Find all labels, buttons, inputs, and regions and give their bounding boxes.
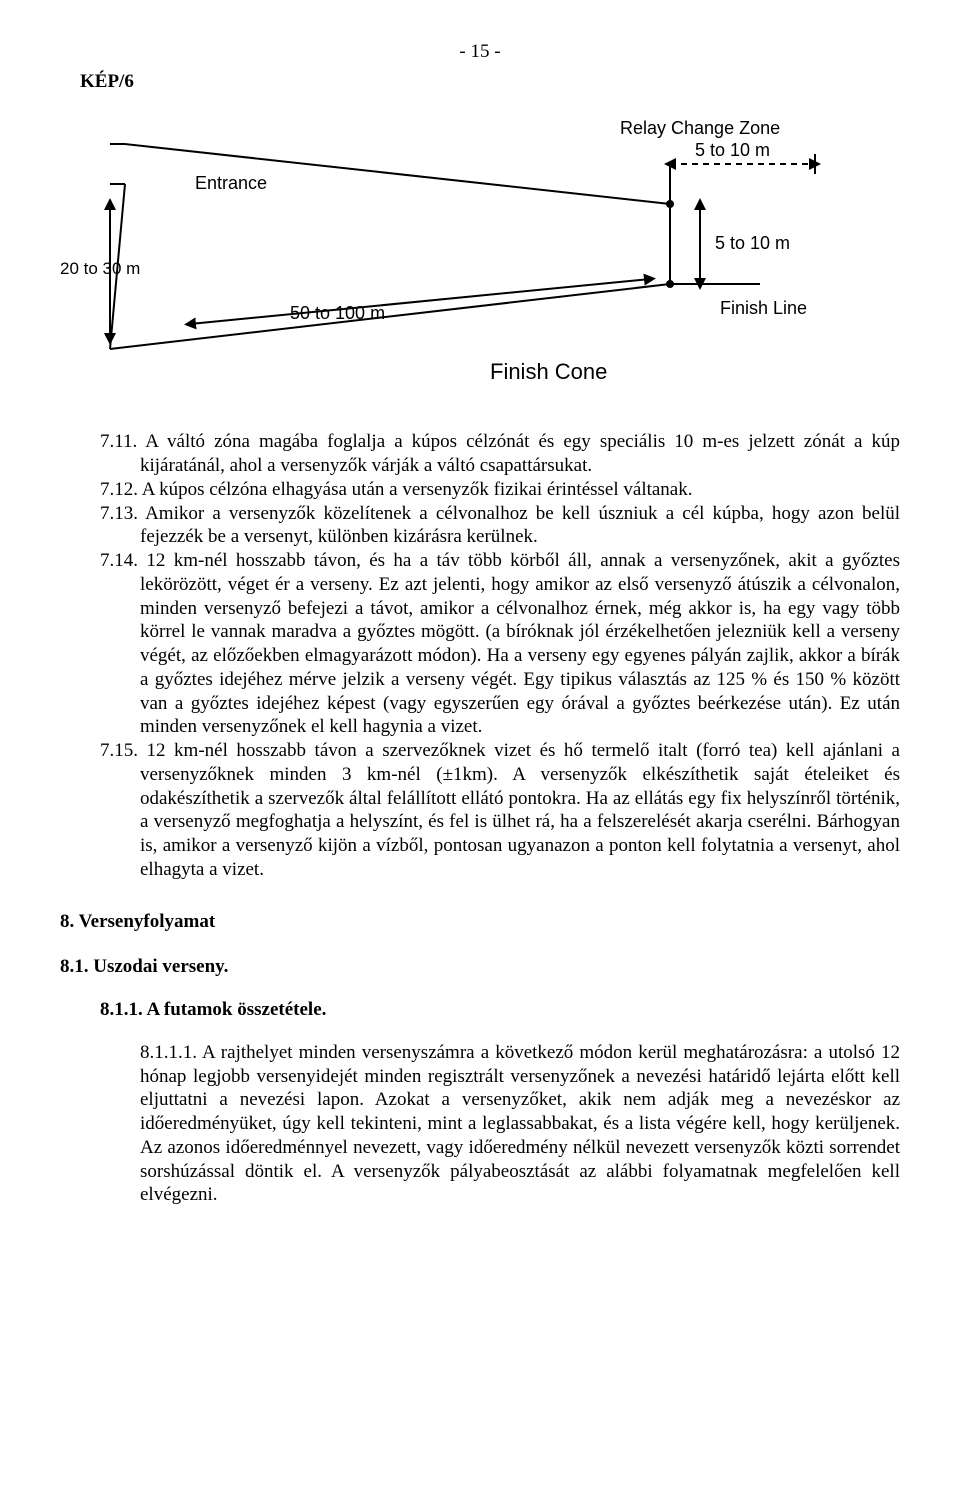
para-7-12: 7.12. A kúpos célzóna elhagyása után a v…: [100, 478, 900, 502]
para-7-14: 7.14. 12 km-nél hosszabb távon, és ha a …: [100, 549, 900, 739]
para-7-15: 7.15. 12 km-nél hosszabb távon a szervez…: [100, 739, 900, 882]
section-8-1-title: 8.1. Uszodai verseny.: [60, 955, 900, 979]
section-8-title: 8. Versenyfolyamat: [60, 910, 900, 934]
para-8-1-1-1: 8.1.1.1. A rajthelyet minden versenyszám…: [140, 1041, 900, 1207]
figure-label: KÉP/6: [80, 70, 900, 94]
relay-zone-title: Relay Change Zone: [620, 118, 780, 138]
page-number: - 15 -: [60, 40, 900, 64]
finish-cone-diagram: Entrance Relay Change Zone 5 to 10 m 5 t…: [60, 114, 900, 394]
leaf-number: 8.1.1.1.: [140, 1042, 202, 1063]
vertical-dist-label: 5 to 10 m: [715, 233, 790, 253]
para-7-13: 7.13. Amikor a versenyzők közelítenek a …: [100, 502, 900, 550]
finish-line-label: Finish Line: [720, 298, 807, 318]
finish-cone-label: Finish Cone: [490, 359, 607, 384]
entrance-label: Entrance: [195, 173, 267, 193]
left-width-label: 20 to 30 m: [60, 259, 140, 278]
bottom-length-label: 50 to 100 m: [290, 303, 385, 323]
leaf-body-text: A rajthelyet minden versenyszámra a köve…: [140, 1042, 900, 1206]
relay-zone-dist: 5 to 10 m: [695, 140, 770, 160]
section-8-1-1-title: 8.1.1. A futamok összetétele.: [100, 998, 900, 1022]
para-7-11: 7.11. A váltó zóna magába foglalja a kúp…: [100, 430, 900, 478]
